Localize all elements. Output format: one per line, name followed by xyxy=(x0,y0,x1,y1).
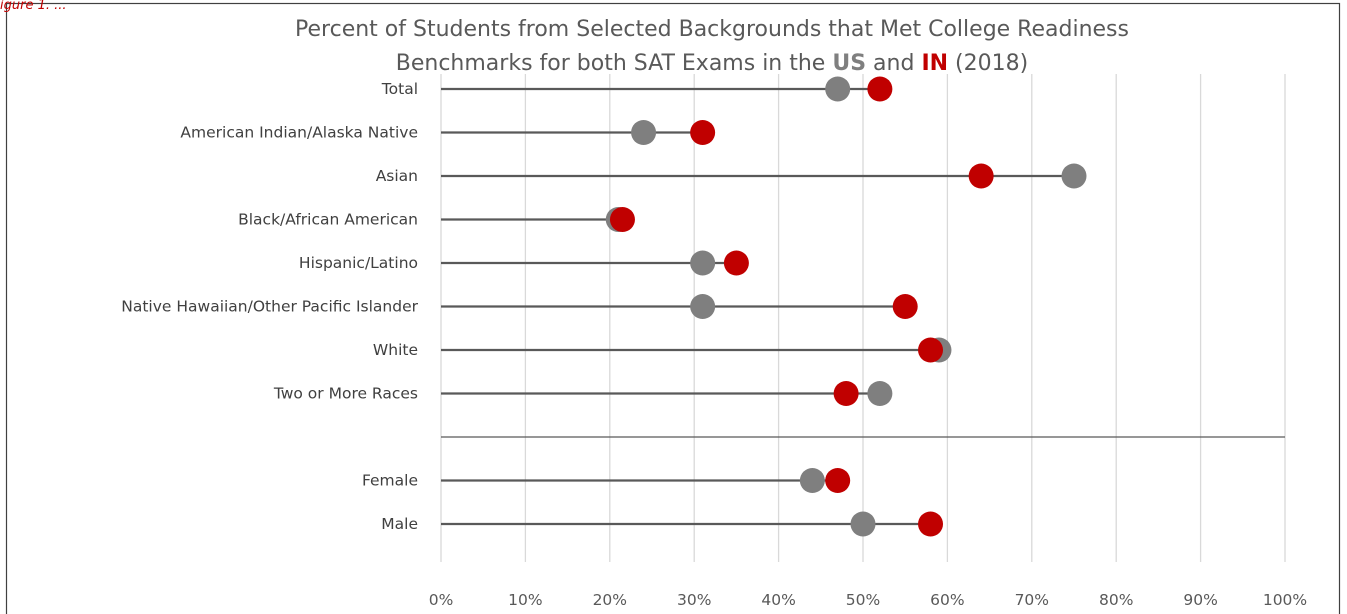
x-tick-label: 70% xyxy=(1015,591,1049,609)
category-label: Total xyxy=(381,80,418,98)
title-us-label: US xyxy=(832,51,866,76)
x-tick-label: 60% xyxy=(930,591,964,609)
point-us xyxy=(850,511,876,537)
point-us xyxy=(867,381,893,406)
category-label: Two or More Races xyxy=(273,385,418,403)
point-in xyxy=(825,468,851,493)
x-tick-label: 30% xyxy=(677,591,711,609)
chart-title: Percent of Students from Selected Backgr… xyxy=(295,17,1129,76)
point-in xyxy=(968,163,994,189)
x-tick-label: 10% xyxy=(508,591,542,609)
point-us xyxy=(825,76,851,102)
point-us xyxy=(799,468,825,493)
category-label: Black/African American xyxy=(238,211,418,229)
point-in xyxy=(918,511,944,537)
chart-border xyxy=(5,2,1341,614)
plot-area xyxy=(441,76,1285,537)
chart-title-line-2: Benchmarks for both SAT Exams in the US … xyxy=(396,51,1028,76)
point-us xyxy=(690,250,716,276)
point-us xyxy=(631,120,657,145)
category-label: White xyxy=(373,341,418,359)
category-label: Native Hawaiian/Other Pacific Islander xyxy=(121,298,418,316)
point-in xyxy=(833,381,859,406)
x-tick-label: 40% xyxy=(761,591,795,609)
point-us xyxy=(690,294,716,319)
point-in xyxy=(690,120,716,145)
title-prefix: Benchmarks for both SAT Exams in the xyxy=(396,51,833,76)
category-label: Female xyxy=(362,472,418,490)
category-label: American Indian/Alaska Native xyxy=(180,124,418,142)
header-fragment: igure 1. ... xyxy=(0,0,67,13)
x-tick-label: 90% xyxy=(1183,591,1217,609)
title-and: and xyxy=(866,51,921,76)
title-suffix: (2018) xyxy=(948,51,1028,76)
chart-title-line-1: Percent of Students from Selected Backgr… xyxy=(295,17,1129,42)
x-axis: 0% 10% 20% 30% 40% 50% 60% 70% 80% 90% 100% xyxy=(429,591,1307,609)
x-tick-label: 80% xyxy=(1099,591,1133,609)
category-label: Asian xyxy=(376,167,418,185)
x-tick-label: 50% xyxy=(846,591,880,609)
title-in-label: IN xyxy=(921,51,948,76)
category-label: Hispanic/Latino xyxy=(299,254,418,272)
category-label: Male xyxy=(381,515,418,533)
point-in xyxy=(892,294,918,319)
point-in xyxy=(867,76,893,102)
point-in xyxy=(609,207,635,232)
point-us xyxy=(1061,163,1087,189)
point-in xyxy=(723,250,749,276)
category-labels: Total American Indian/Alaska Native Asian B… xyxy=(121,80,418,533)
x-tick-label: 0% xyxy=(429,591,454,609)
point-in xyxy=(918,337,944,363)
x-tick-label: 20% xyxy=(593,591,627,609)
x-tick-label: 100% xyxy=(1263,591,1307,609)
